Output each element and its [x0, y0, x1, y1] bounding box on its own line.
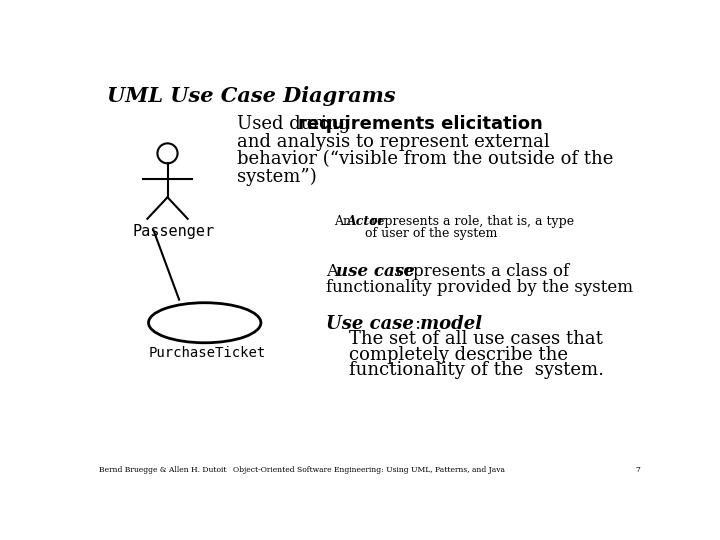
Text: requirements elicitation: requirements elicitation [299, 115, 543, 133]
Text: Used during: Used during [238, 115, 356, 133]
Text: system”): system”) [238, 168, 317, 186]
Text: Passenger: Passenger [132, 224, 215, 239]
Text: use case: use case [336, 264, 415, 280]
Text: behavior (“visible from the outside of the: behavior (“visible from the outside of t… [238, 150, 613, 168]
Text: completely describe the: completely describe the [326, 346, 568, 364]
Text: Bernd Bruegge & Allen H. Dutoit: Bernd Bruegge & Allen H. Dutoit [99, 467, 227, 475]
Text: An: An [334, 215, 355, 228]
Text: The set of all use cases that: The set of all use cases that [326, 330, 603, 348]
Text: represents a role, that is, a type: represents a role, that is, a type [367, 215, 575, 228]
Text: A: A [326, 264, 343, 280]
Text: represents a class of: represents a class of [390, 264, 569, 280]
Text: and analysis to represent external: and analysis to represent external [238, 132, 550, 151]
Text: PurchaseTicket: PurchaseTicket [148, 346, 266, 360]
Text: of user of the system: of user of the system [365, 227, 498, 240]
Text: Use case model: Use case model [326, 315, 482, 333]
Text: functionality of the  system.: functionality of the system. [326, 361, 604, 379]
Text: 7: 7 [635, 467, 640, 475]
Text: Object-Oriented Software Engineering: Using UML, Patterns, and Java: Object-Oriented Software Engineering: Us… [233, 467, 505, 475]
Text: functionality provided by the system: functionality provided by the system [326, 279, 634, 296]
Text: Actor: Actor [347, 215, 385, 228]
Text: UML Use Case Diagrams: UML Use Case Diagrams [107, 86, 396, 106]
Text: :: : [414, 315, 420, 333]
